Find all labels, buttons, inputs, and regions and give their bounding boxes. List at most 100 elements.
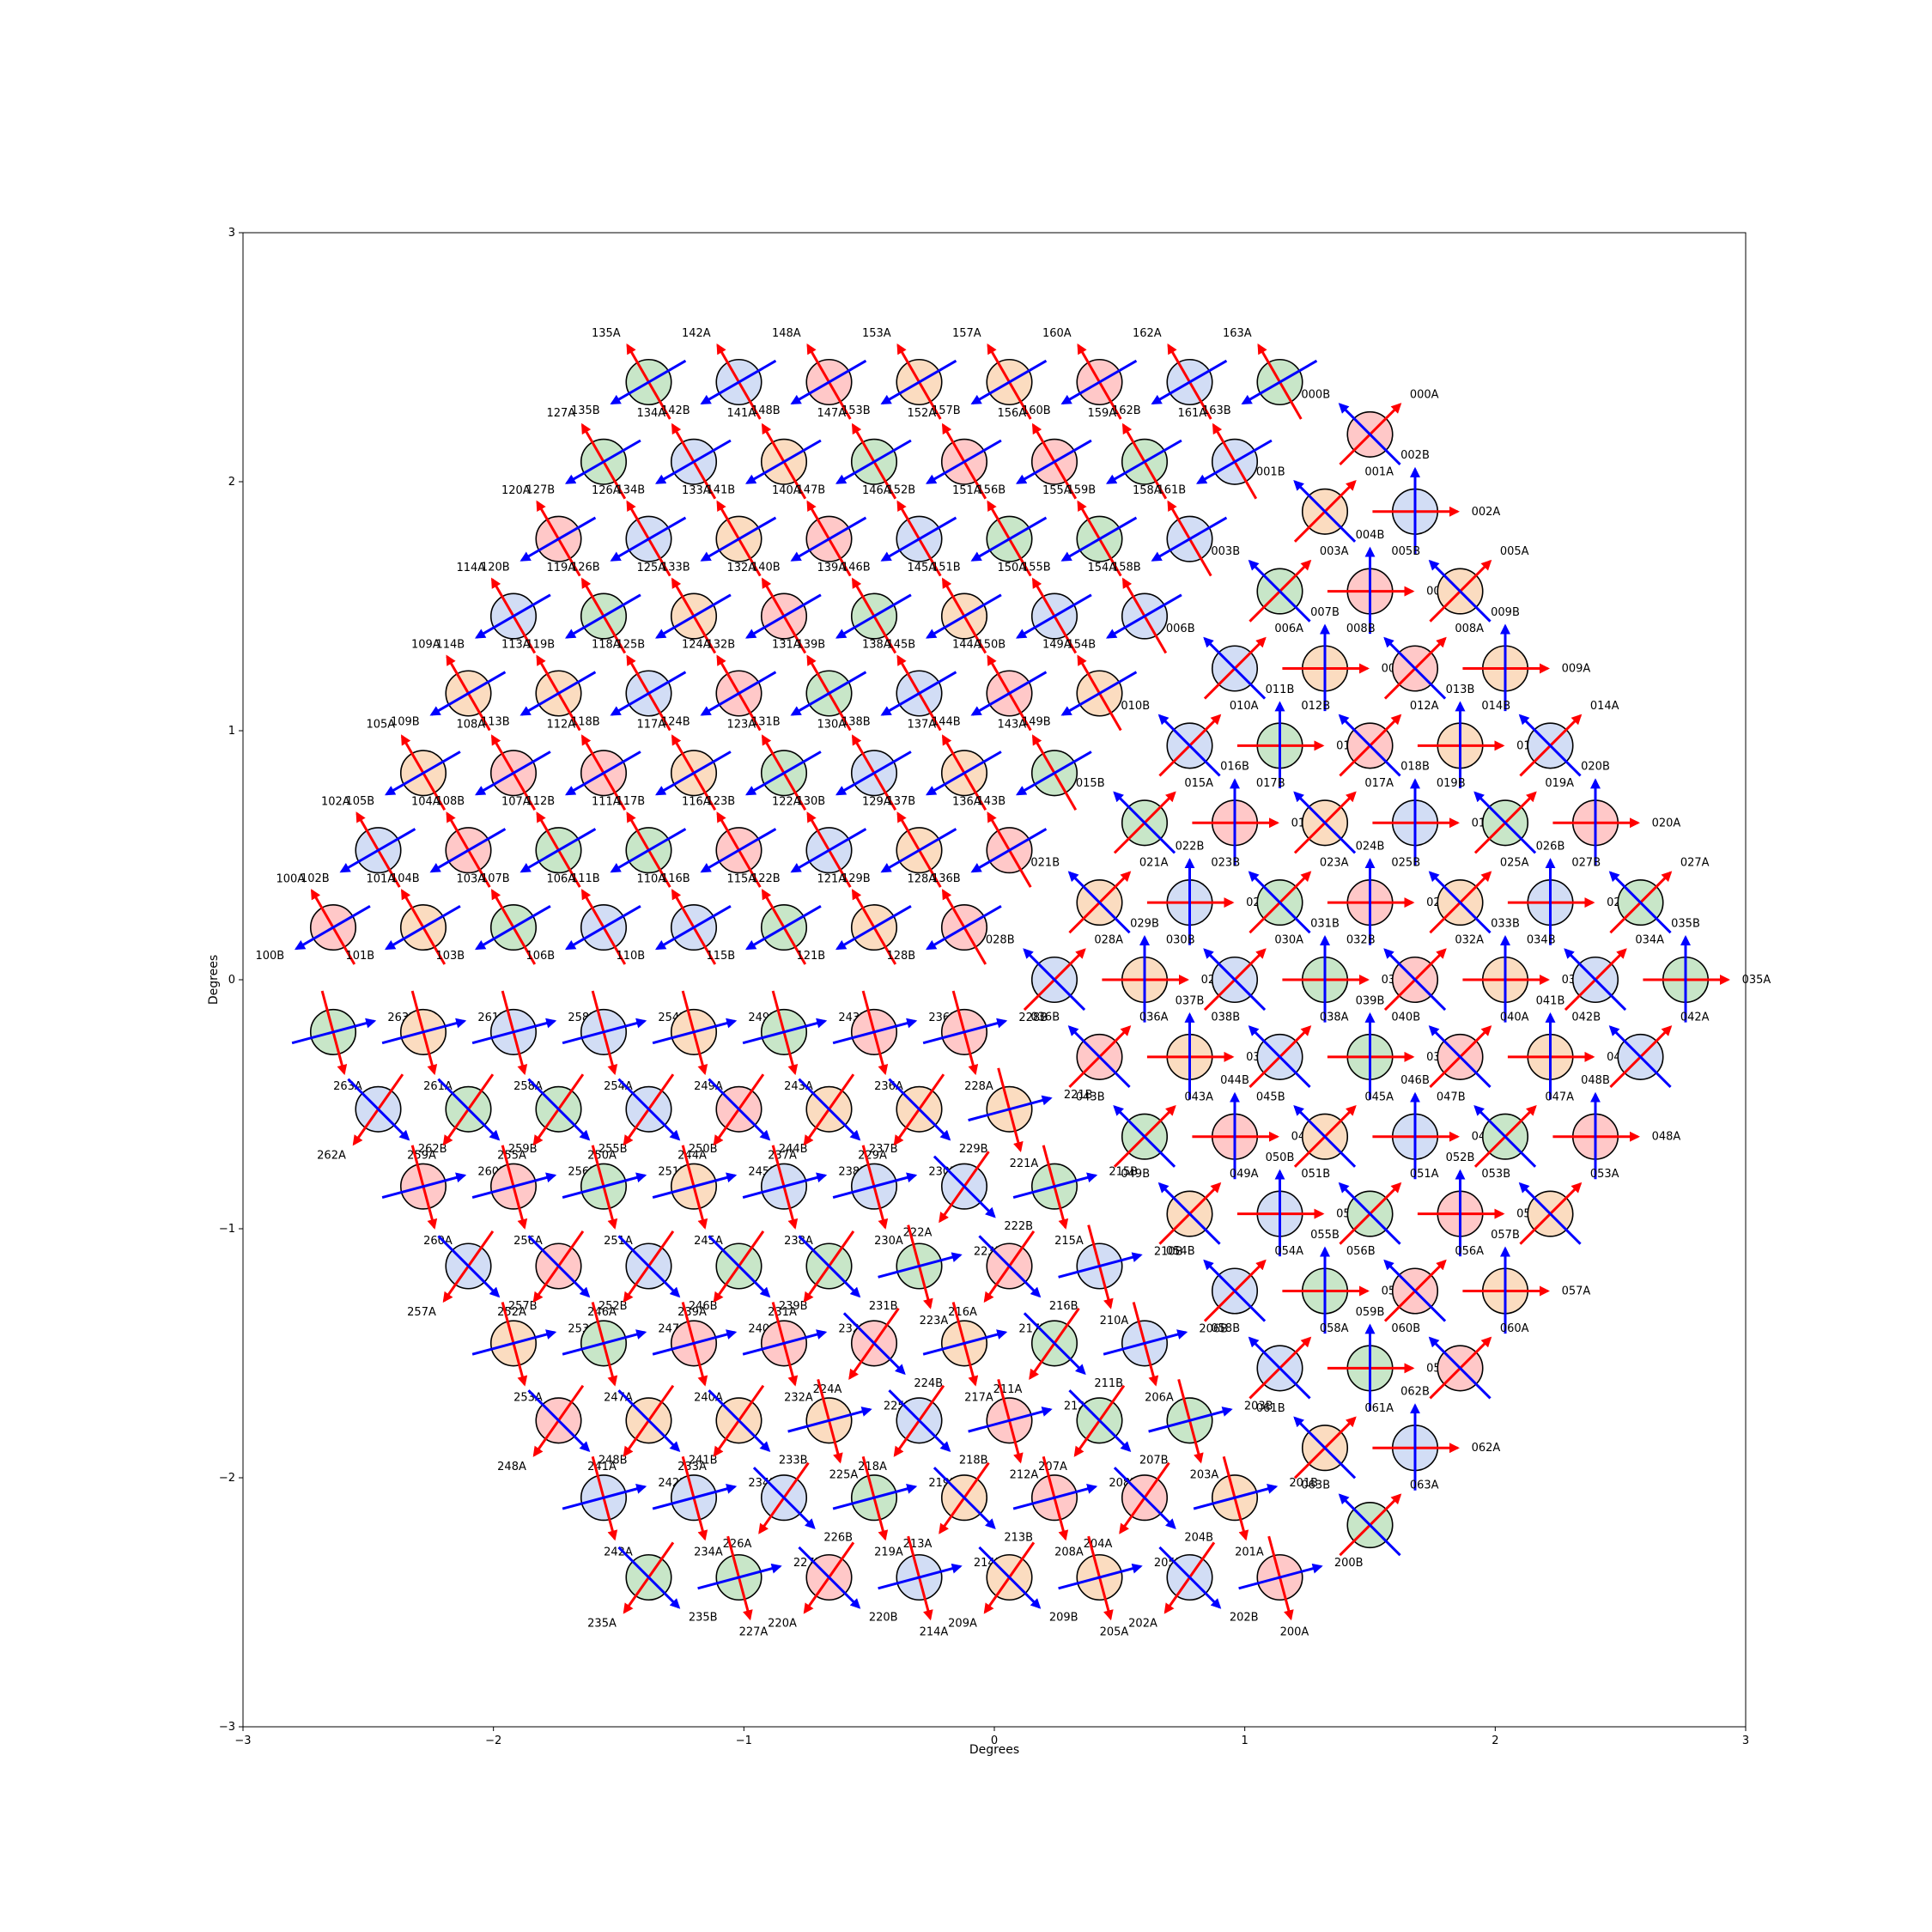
detector-pixel: 121A 121B bbox=[796, 872, 912, 965]
detector-pixel: 255A 255B bbox=[497, 1073, 628, 1163]
pixel-label-a: 257A bbox=[407, 1306, 436, 1319]
pixel-label-a: 160A bbox=[1042, 327, 1072, 340]
pixel-label-b: 161B bbox=[1157, 484, 1186, 497]
polarization-b-line bbox=[1564, 948, 1627, 1012]
pixel-label-b: 019B bbox=[1437, 777, 1466, 790]
pixel-label-a: 243A bbox=[784, 1080, 813, 1093]
polarization-b-line bbox=[970, 516, 1048, 562]
pixel-label-a: 154A bbox=[1087, 562, 1116, 574]
detector-pixel: 161A 161B bbox=[1157, 407, 1273, 500]
pixel-label-a: 157A bbox=[952, 327, 981, 340]
detector-pixel: 110A 110B bbox=[616, 872, 732, 965]
polarization-b-line bbox=[968, 1095, 1053, 1122]
polarization-b-line bbox=[790, 671, 867, 716]
detector-pixel: 060A 060B bbox=[1391, 1322, 1529, 1400]
pixel-label-a: 102A bbox=[321, 795, 350, 808]
pixel-label-b: 044B bbox=[1220, 1074, 1249, 1087]
pixel-label-b: 008B bbox=[1346, 623, 1376, 635]
polarization-b-line bbox=[474, 750, 551, 796]
detector-pixel: 107A 107B bbox=[481, 795, 597, 888]
detector-pixel: 019A 019B bbox=[1437, 777, 1574, 854]
pixel-label-a: 209A bbox=[948, 1618, 977, 1631]
detector-pixel: 114A 114B bbox=[435, 562, 551, 654]
detector-pixel: 056A 056B bbox=[1346, 1245, 1484, 1322]
pixel-label-a: 061A bbox=[1364, 1402, 1394, 1415]
detector-pixel: 000A 000B bbox=[1301, 389, 1439, 466]
pixel-label-a: 063A bbox=[1410, 1479, 1439, 1492]
detector-pixel: 160A 160B bbox=[1022, 327, 1138, 420]
pixel-label-a: 030A bbox=[1274, 934, 1303, 947]
pixel-label-b: 030B bbox=[1166, 934, 1195, 947]
pixel-label-a: 205A bbox=[1100, 1625, 1129, 1638]
detector-pixel: 103A 103B bbox=[435, 872, 551, 965]
detector-pixel: 222A 222B bbox=[903, 1151, 1033, 1239]
polarization-b-line bbox=[564, 593, 641, 639]
pixel-label-b: 115B bbox=[706, 950, 735, 963]
polarization-b-line bbox=[1103, 1329, 1188, 1356]
pixel-label-a: 234A bbox=[694, 1546, 723, 1559]
detector-pixel: 106A 106B bbox=[526, 872, 641, 965]
pixel-label-a: 232A bbox=[784, 1392, 813, 1405]
pixel-label-b: 140B bbox=[751, 561, 781, 574]
pixel-label-a: 153A bbox=[862, 327, 891, 340]
y-tick-label: −3 bbox=[219, 1721, 235, 1734]
detector-pixel: 241A 241B bbox=[587, 1384, 718, 1473]
polarization-b-line bbox=[970, 671, 1048, 716]
polarization-b-line bbox=[742, 1172, 828, 1199]
detector-pixel: 010A 010B bbox=[1121, 700, 1259, 777]
pixel-label-a: 230A bbox=[874, 1235, 903, 1248]
polarization-b-line bbox=[835, 905, 912, 951]
pixel-label-a: 139A bbox=[817, 562, 846, 574]
polarization-b-line bbox=[1148, 1406, 1233, 1433]
polarization-b-line bbox=[1338, 714, 1401, 777]
pixel-label-a: 105A bbox=[366, 719, 395, 732]
polarization-b-line bbox=[347, 1078, 410, 1141]
polarization-b-line bbox=[617, 1389, 681, 1453]
pixel-label-b: 255B bbox=[598, 1143, 628, 1156]
detector-pixel: 132A 132B bbox=[706, 562, 822, 654]
pixel-label-a: 249A bbox=[694, 1080, 723, 1093]
pixel-label-b: 061B bbox=[1256, 1402, 1285, 1415]
detector-pixel: 058A 058B bbox=[1211, 1322, 1349, 1400]
x-tick-label: −2 bbox=[485, 1735, 501, 1747]
detector-pixel: 122A 122B bbox=[751, 795, 867, 888]
polarization-b-line bbox=[1238, 1563, 1323, 1590]
polarization-b-line bbox=[880, 671, 957, 716]
detector-pixel: 206A 206B bbox=[1103, 1302, 1228, 1405]
pixel-label-b: 049B bbox=[1121, 1168, 1150, 1181]
polarization-b-line bbox=[1158, 1546, 1222, 1609]
detector-pixel: 216A 216B bbox=[948, 1230, 1078, 1319]
polarization-b-line bbox=[437, 1235, 501, 1298]
pixel-label-b: 033B bbox=[1491, 917, 1520, 930]
pixel-label-b: 231B bbox=[869, 1300, 898, 1313]
detector-pixel: 039A039B bbox=[1327, 994, 1455, 1100]
pixel-label-b: 124B bbox=[661, 715, 690, 728]
pixel-label-a: 111A bbox=[592, 795, 621, 808]
polarization-b-line bbox=[1113, 791, 1176, 854]
pixel-label-a: 147A bbox=[817, 407, 846, 420]
detector-pixel: 062A 062B bbox=[1372, 1386, 1500, 1491]
pixel-label-a: 025A bbox=[1500, 857, 1529, 870]
detector-pixel: 104A 104B bbox=[391, 795, 507, 888]
pixel-label-a: 000A bbox=[1410, 389, 1439, 402]
pixel-label-a: 060A bbox=[1500, 1322, 1529, 1335]
pixel-label-a: 057A bbox=[1562, 1285, 1591, 1298]
pixel-label-b: 248B bbox=[598, 1455, 628, 1467]
detector-pixel: 156A 156B bbox=[976, 407, 1092, 500]
polarization-b-line bbox=[1338, 403, 1401, 466]
pixel-label-b: 233B bbox=[779, 1455, 808, 1467]
pixel-label-a: 254A bbox=[604, 1080, 633, 1093]
detector-pixel: 209A 209B bbox=[948, 1541, 1078, 1631]
pixel-label-a: 236A bbox=[874, 1080, 903, 1093]
polarization-b-line bbox=[978, 1546, 1042, 1609]
polarization-b-line bbox=[700, 359, 777, 405]
pixel-label-a: 152A bbox=[907, 407, 936, 420]
polarization-b-line bbox=[790, 516, 867, 562]
y-axis-label: Degrees bbox=[207, 955, 221, 1005]
polarization-b-line bbox=[1248, 1025, 1311, 1089]
polarization-b-line bbox=[1105, 593, 1182, 639]
detector-pixel: 108A 108B bbox=[435, 719, 551, 811]
detector-pixel: 126A 126B bbox=[571, 484, 687, 577]
polarization-b-line bbox=[654, 905, 732, 951]
